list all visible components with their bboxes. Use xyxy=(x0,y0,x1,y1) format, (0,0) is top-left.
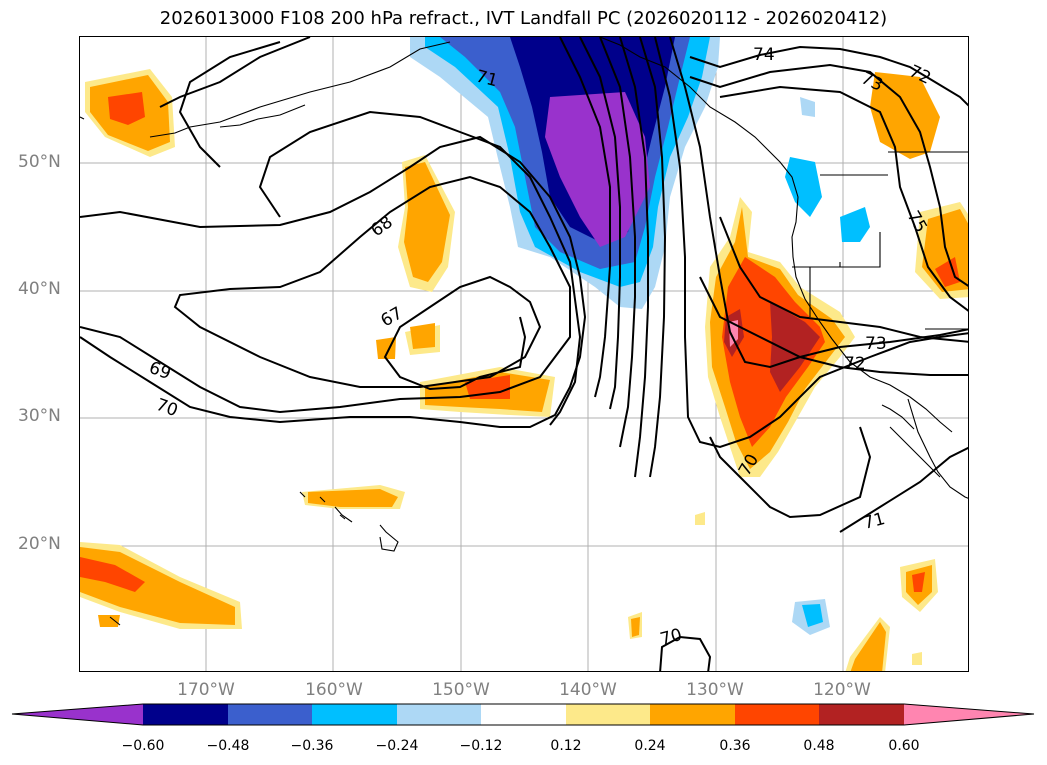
colorbar-segment-neg024-neg012 xyxy=(397,704,481,725)
contour-label-73-east: 73 xyxy=(865,334,887,354)
contour-label-69: 69 xyxy=(146,358,173,384)
colorbar-tick: 0.60 xyxy=(888,738,920,754)
map-title: 2026013000 F108 200 hPa refract., IVT La… xyxy=(159,8,888,29)
colorbar-tick: −0.48 xyxy=(206,738,250,754)
contour-lines xyxy=(80,37,968,671)
colorbar-segments xyxy=(12,704,1034,725)
contour-label-71-south: 71 xyxy=(861,509,887,534)
colorbar-segment-pos024-pos036 xyxy=(650,704,735,725)
coastlines xyxy=(80,37,968,626)
colorbar-tick: 0.24 xyxy=(634,738,666,754)
lon-label-150w: 150°W xyxy=(432,680,490,700)
colorbar-tick: −0.36 xyxy=(290,738,334,754)
colorbar-segment-pos012-pos024 xyxy=(566,704,650,725)
contour-label-70-bottom: 70 xyxy=(658,625,684,650)
colorbar-segment-gt-pos060 xyxy=(904,704,1034,725)
lat-label-30n: 30°N xyxy=(18,406,61,426)
colorbar-tick: 0.36 xyxy=(719,738,751,754)
colorbar-outline xyxy=(11,703,1035,726)
colorbar-segment-neg048-neg036 xyxy=(228,704,312,725)
colorbar xyxy=(11,703,1035,726)
colorbar-tick: 0.12 xyxy=(550,738,582,754)
lon-label-120w: 120°W xyxy=(813,680,871,700)
colorbar-tick: −0.12 xyxy=(459,738,503,754)
lat-label-50n: 50°N xyxy=(18,152,61,172)
lat-label-40n: 40°N xyxy=(18,279,61,299)
contour-label-74: 74 xyxy=(753,45,775,65)
negative-anomaly-field xyxy=(410,37,870,635)
contour-label-67: 67 xyxy=(378,303,407,331)
lat-label-20n: 20°N xyxy=(18,534,61,554)
lon-label-140w: 140°W xyxy=(559,680,617,700)
colorbar-segment-pos036-pos048 xyxy=(735,704,819,725)
colorbar-segment-pos048-pos060 xyxy=(819,704,904,725)
colorbar-tick: −0.60 xyxy=(121,738,165,754)
colorbar-segment-neg036-neg024 xyxy=(312,704,397,725)
colorbar-segment-neg012-pos012 xyxy=(481,704,566,725)
lon-label-130w: 130°W xyxy=(686,680,744,700)
map-canvas: 74 73 72 71 68 75 67 69 70 73 72 70 71 7… xyxy=(80,37,968,671)
contour-label-72-east: 72 xyxy=(844,354,866,374)
colorbar-tick: 0.48 xyxy=(803,738,835,754)
contour-label-68: 68 xyxy=(367,212,396,241)
colorbar-segment-neg060-neg048 xyxy=(143,704,228,725)
colorbar-segment-lt-neg060 xyxy=(12,704,143,725)
lon-label-160w: 160°W xyxy=(305,680,363,700)
lon-label-170w: 170°W xyxy=(177,680,235,700)
map-panel: 74 73 72 71 68 75 67 69 70 73 72 70 71 7… xyxy=(79,36,969,672)
colorbar-tick: −0.24 xyxy=(375,738,419,754)
